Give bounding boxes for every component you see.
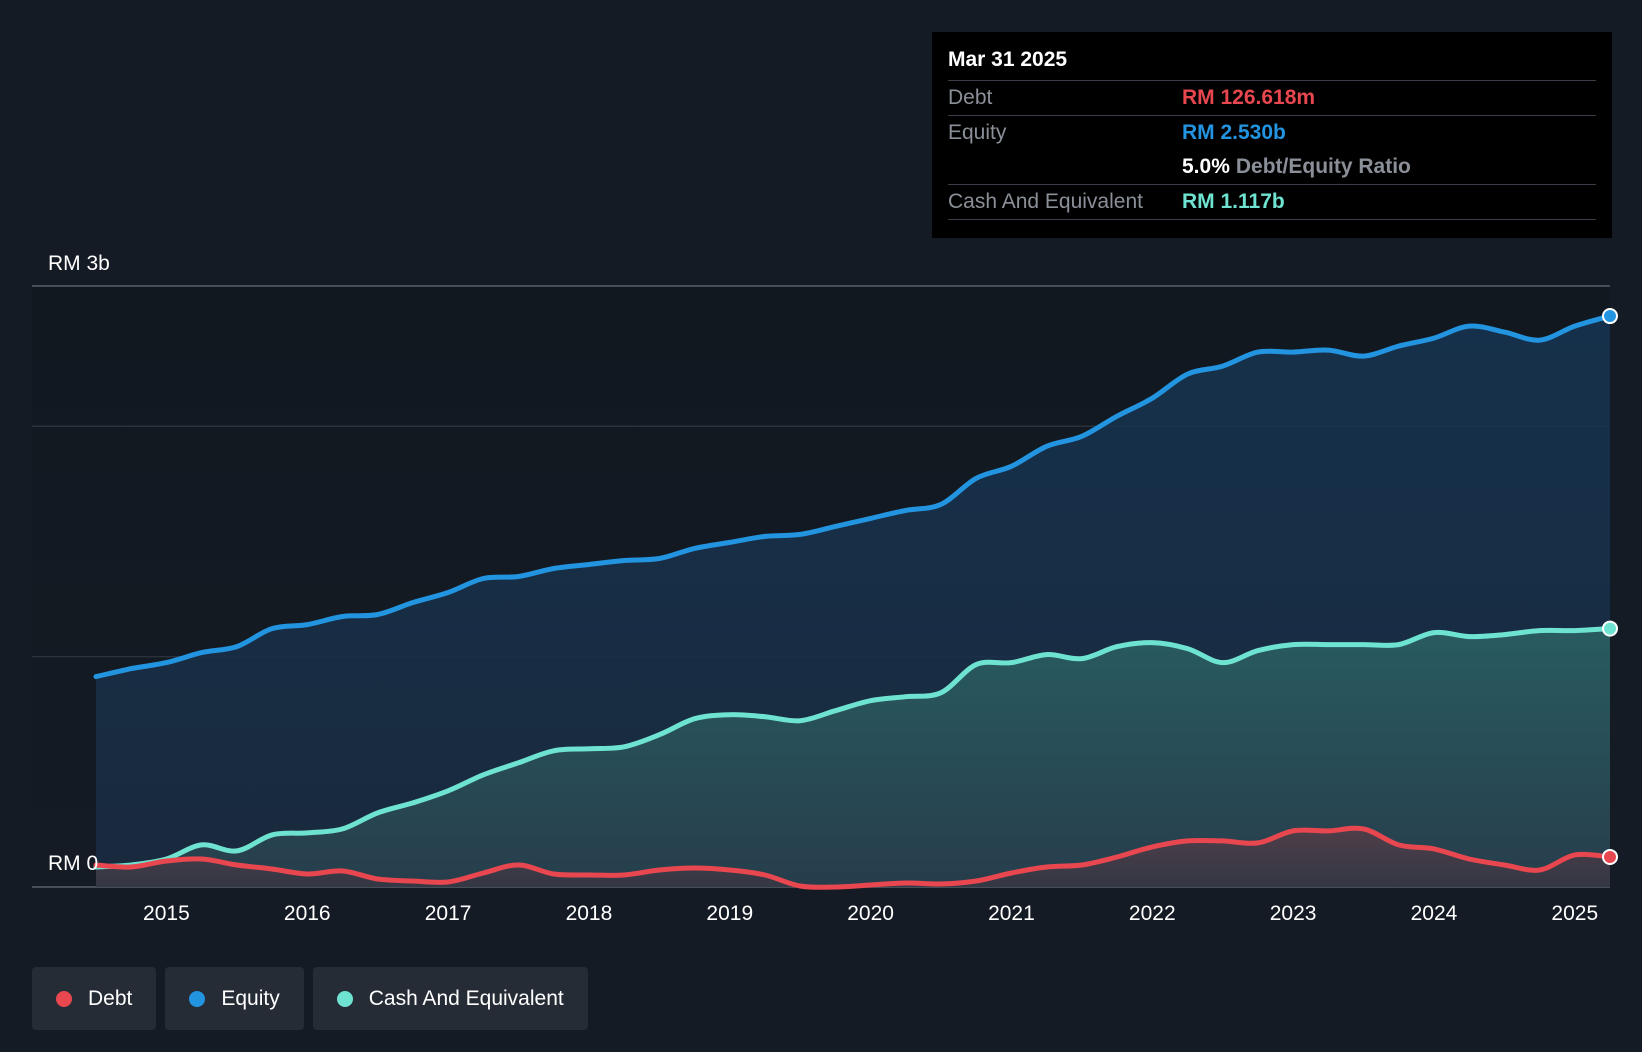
legend-debt-label: Debt [88,986,133,1010]
equity-dot-icon [189,990,206,1007]
tooltip-ratio-value: 5.0% [1182,155,1230,178]
tooltip-cash-value: RM 1.117b [1182,190,1285,213]
debt-end-marker[interactable] [1602,848,1618,865]
end-markers [1602,308,1618,865]
cash-area [96,628,1610,887]
cash-dot-icon [336,990,353,1007]
tooltip-cash-row: Cash And Equivalent RM 1.117b [948,185,1596,220]
equity-line [93,313,1613,680]
legend-item-cash[interactable]: Cash And Equivalent [312,967,588,1030]
tooltip-cash-label: Cash And Equivalent [948,190,1143,213]
y-axis-bottom-label: RM 0 [48,852,98,875]
debt-line [93,825,1613,890]
legend-item-equity[interactable]: Equity [165,967,304,1030]
tooltip-debt-label: Debt [948,86,993,109]
equity-end-marker[interactable] [1602,308,1618,325]
tooltip-equity-label: Equity [948,121,1007,144]
x-tick-label: 2023 [1270,902,1317,925]
tooltip-date: Mar 31 2025 [948,46,1596,81]
x-tick-label: 2025 [1551,902,1598,925]
x-tick-label: 2021 [988,902,1035,925]
tooltip-debt-row: Debt RM 126.618m [948,81,1596,116]
tooltip-debt-value: RM 126.618m [1182,86,1316,109]
x-tick-label: 2018 [566,902,613,925]
x-tick-label: 2016 [284,902,331,925]
tooltip-ratio-label: Debt/Equity Ratio [1235,155,1411,178]
x-tick-label: 2022 [1129,902,1176,925]
legend-cash-label: Cash And Equivalent [368,986,564,1010]
legend-item-debt[interactable]: Debt [32,967,157,1030]
series-lines [93,313,1613,890]
x-axis-ticks: 2015 2016 2017 2018 2019 2020 2021 2022 2023 2024… [143,902,1598,925]
legend-equity-label: Equity [221,986,280,1010]
tooltip-ratio-row: 5.0% Debt/Equity Ratio [948,150,1596,185]
tooltip-equity-row: Equity RM 2.530b [948,116,1596,150]
x-tick-label: 2020 [847,902,894,925]
x-tick-label: 2017 [425,902,472,925]
x-tick-label: 2024 [1411,902,1458,925]
axes: RM 3b RM 0 [48,252,110,875]
debt-dot-icon [56,990,72,1007]
y-axis-top-label: RM 3b [48,252,110,275]
cash-line [93,626,1613,870]
x-tick-label: 2015 [143,902,190,925]
tooltip: Mar 31 2025 Debt RM 126.618m Equity RM 2… [932,32,1612,238]
legend: Debt Equity Cash And Equivalent [32,967,588,1030]
cash-end-marker[interactable] [1602,620,1618,637]
x-tick-label: 2019 [706,902,753,925]
tooltip-equity-value: RM 2.530b [1182,121,1286,144]
